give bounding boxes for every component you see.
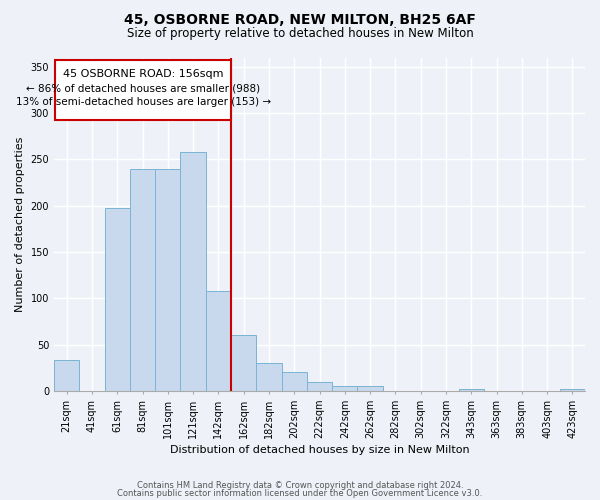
Bar: [54, 360, 79, 391]
Bar: [181, 152, 206, 391]
Text: Contains HM Land Registry data © Crown copyright and database right 2024.: Contains HM Land Registry data © Crown c…: [137, 481, 463, 490]
Bar: [104, 208, 130, 391]
X-axis label: Distribution of detached houses by size in New Milton: Distribution of detached houses by size …: [170, 445, 469, 455]
Bar: [130, 168, 155, 391]
Bar: [458, 389, 484, 391]
Bar: [55, 60, 231, 120]
Bar: [358, 386, 383, 391]
Bar: [332, 386, 358, 391]
Bar: [206, 291, 231, 391]
Bar: [307, 382, 332, 391]
Bar: [231, 336, 256, 391]
Y-axis label: Number of detached properties: Number of detached properties: [15, 136, 25, 312]
Text: 13% of semi-detached houses are larger (153) →: 13% of semi-detached houses are larger (…: [16, 98, 271, 108]
Text: Contains public sector information licensed under the Open Government Licence v3: Contains public sector information licen…: [118, 488, 482, 498]
Bar: [281, 372, 307, 391]
Bar: [155, 168, 181, 391]
Bar: [256, 363, 281, 391]
Text: 45 OSBORNE ROAD: 156sqm: 45 OSBORNE ROAD: 156sqm: [63, 68, 223, 78]
Text: Size of property relative to detached houses in New Milton: Size of property relative to detached ho…: [127, 28, 473, 40]
Bar: [560, 389, 585, 391]
Text: ← 86% of detached houses are smaller (988): ← 86% of detached houses are smaller (98…: [26, 84, 260, 94]
Text: 45, OSBORNE ROAD, NEW MILTON, BH25 6AF: 45, OSBORNE ROAD, NEW MILTON, BH25 6AF: [124, 12, 476, 26]
